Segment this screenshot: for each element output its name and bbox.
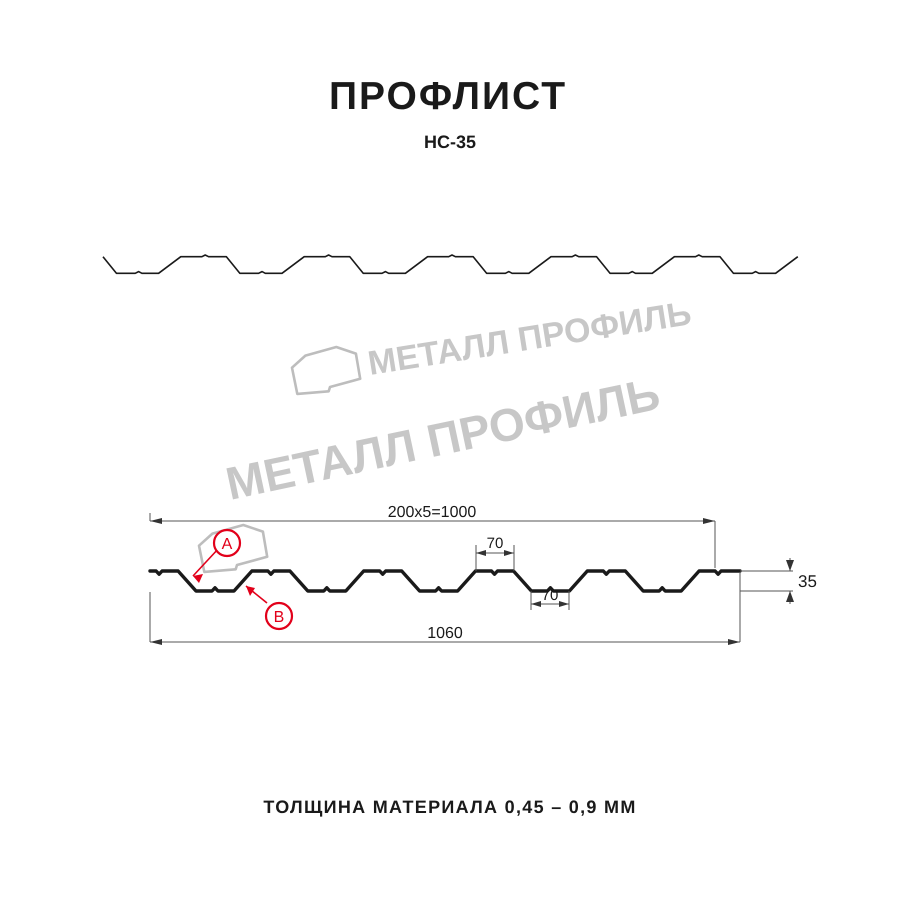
svg-text:B: B (274, 609, 285, 626)
svg-text:70: 70 (542, 587, 559, 604)
svg-text:A: A (222, 536, 233, 553)
svg-text:70: 70 (487, 535, 504, 552)
svg-text:35: 35 (798, 572, 817, 591)
svg-text:200x5=1000: 200x5=1000 (388, 504, 477, 521)
svg-text:МЕТАЛЛ ПРОФИЛЬ: МЕТАЛЛ ПРОФИЛЬ (221, 367, 664, 510)
svg-text:1060: 1060 (427, 625, 463, 642)
